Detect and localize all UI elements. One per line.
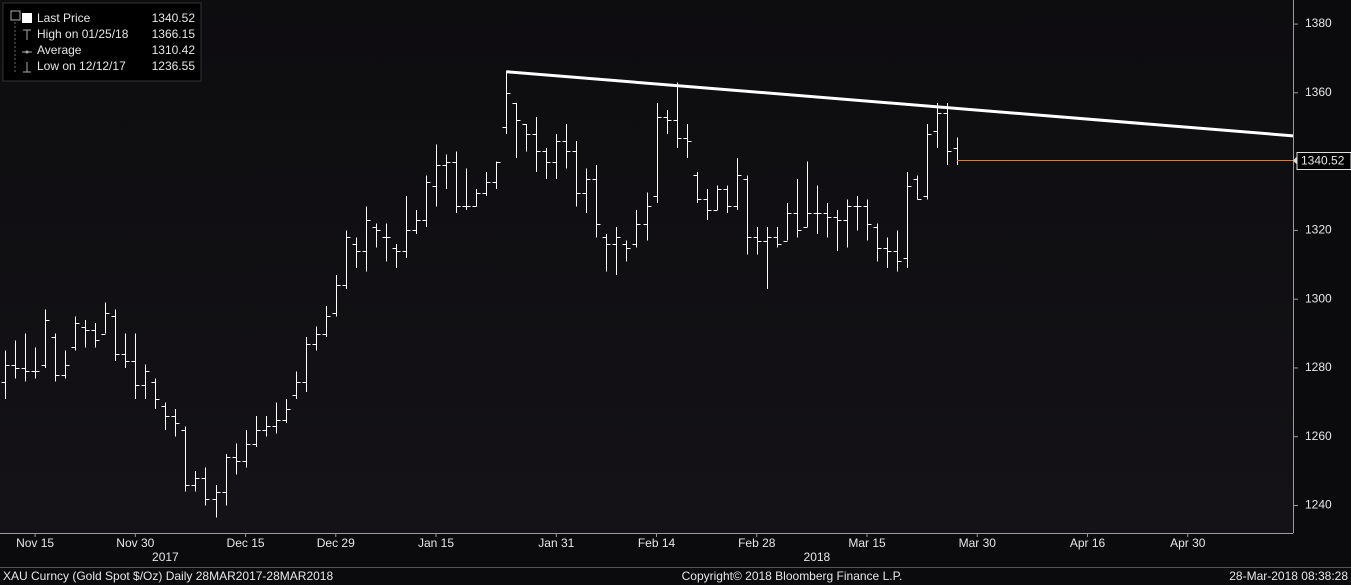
last-price-pointer: [1293, 156, 1297, 165]
y-tick-label: 1320: [1305, 223, 1332, 237]
legend-expander: [10, 10, 21, 21]
legend-swatch: [22, 13, 32, 23]
x-tick-label: Dec 15: [227, 536, 265, 550]
ohlc-series: [1, 71, 962, 518]
x-tick-label: Nov 15: [16, 536, 54, 550]
x-tick-label: Jan 15: [418, 536, 454, 550]
footer-security: XAU Curncy (Gold Spot $/Oz) Daily 28MAR2…: [3, 569, 333, 583]
legend-value: 1310.42: [152, 43, 196, 57]
y-tick-label: 1300: [1305, 291, 1332, 305]
x-tick-label: Nov 30: [116, 536, 154, 550]
x-tick-label: Jan 31: [538, 536, 574, 550]
x-tick-label: Feb 28: [738, 536, 776, 550]
x-tick-label: Mar 15: [848, 536, 886, 550]
legend: Last Price 1340.52 High on 01/25/18 1366.15…: [2, 2, 202, 82]
year-label: 2018: [804, 550, 831, 564]
legend-label: Average: [37, 43, 82, 57]
legend-value: 1340.52: [152, 11, 196, 25]
x-tick-label: Mar 30: [959, 536, 997, 550]
y-tick-label: 1380: [1305, 16, 1332, 30]
legend-value: 1366.15: [152, 27, 196, 41]
year-label: 2017: [152, 550, 179, 564]
legend-label: High on 01/25/18: [37, 27, 129, 41]
legend-value: 1236.55: [152, 59, 196, 73]
y-tick-label: 1260: [1305, 429, 1332, 443]
x-tick-label: Apr 16: [1070, 536, 1106, 550]
legend-high-icon: [23, 29, 31, 40]
legend-box: [2, 2, 202, 82]
footer-timestamp: 28-Mar-2018 08:38:28: [1229, 569, 1348, 583]
x-tick-label: Feb 14: [638, 536, 676, 550]
y-tick-label: 1360: [1305, 85, 1332, 99]
legend-average-dot: [25, 50, 29, 54]
y-tick-label: 1280: [1305, 360, 1332, 374]
plot-area: [0, 0, 1293, 533]
last-price-label: 1340.52: [1301, 154, 1345, 168]
footer-copyright: Copyright© 2018 Bloomberg Finance L.P.: [682, 569, 903, 583]
legend-low-icon: [23, 62, 31, 73]
legend-label: Last Price: [37, 11, 91, 25]
legend-label: Low on 12/12/17: [37, 59, 126, 73]
x-tick-label: Dec 29: [317, 536, 355, 550]
x-tick-label: Apr 30: [1170, 536, 1206, 550]
y-tick-label: 1240: [1305, 498, 1332, 512]
trendline: [506, 70, 1294, 138]
